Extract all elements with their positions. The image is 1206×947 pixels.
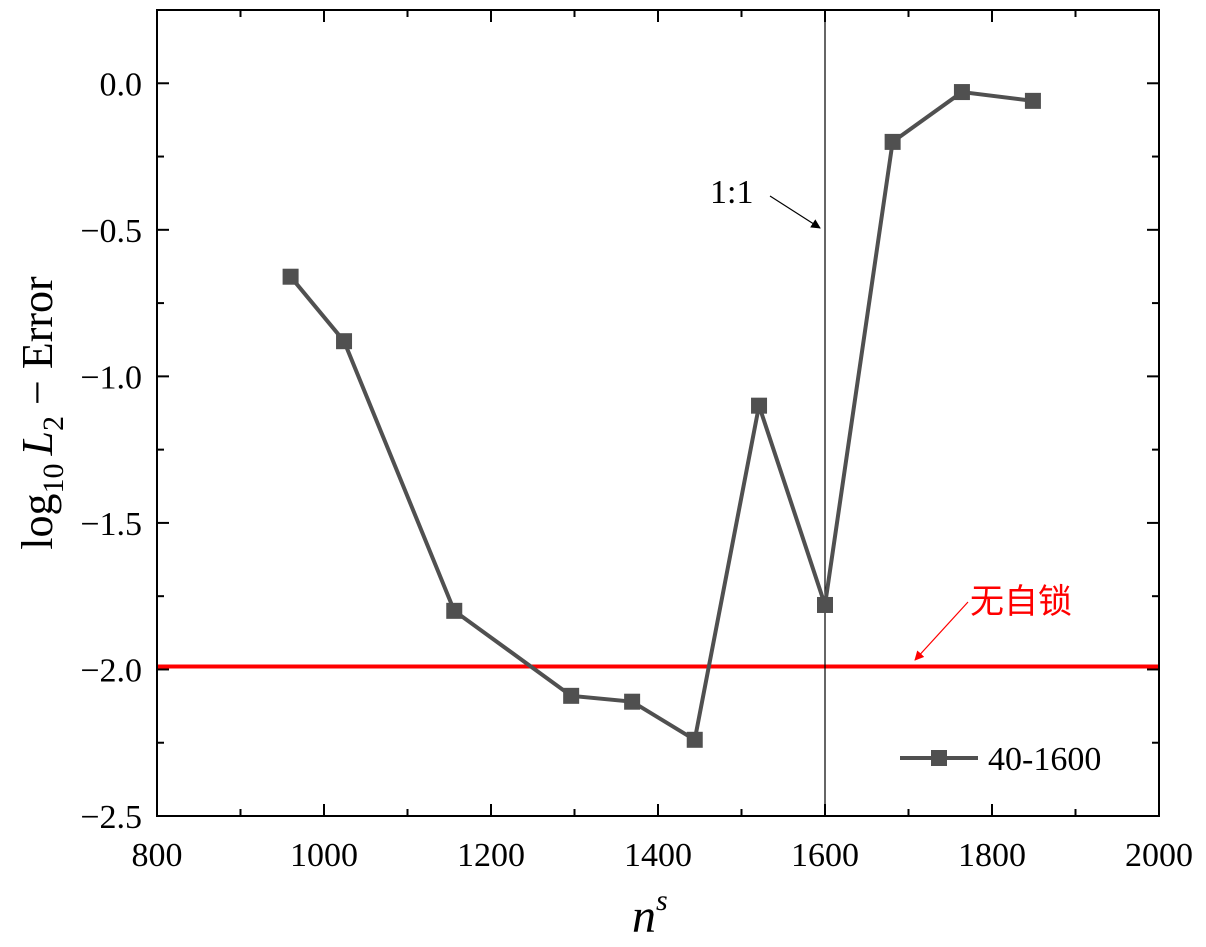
y-tick-label: −2.5	[80, 799, 142, 836]
y-tick-label: −0.5	[80, 213, 142, 250]
data-point	[624, 693, 641, 710]
y-tick-label: 0.0	[100, 66, 143, 103]
x-axis-title-sup: s	[656, 884, 668, 917]
y-tick-label: −1.5	[80, 506, 142, 543]
data-point	[686, 731, 703, 748]
data-point	[884, 133, 901, 150]
x-tick-labels: 800 1000 1200 1400 1600 1800 2000	[132, 837, 1194, 874]
data-point	[563, 687, 580, 704]
y-axis-title-rest: − Error	[13, 276, 62, 416]
data-point	[336, 333, 353, 350]
annotation-no-self-lock-arrow	[914, 601, 969, 661]
data-point	[1024, 92, 1041, 109]
x-tick-label: 1400	[624, 837, 692, 874]
y-tick-label: −1.0	[80, 359, 142, 396]
axis-ticks	[156, 9, 1160, 817]
plot-frame	[156, 9, 1160, 817]
y-axis-title-var-sub: 2	[37, 416, 70, 431]
x-tick-label: 1000	[290, 837, 358, 874]
x-tick-label: 1600	[791, 837, 859, 874]
y-axis-title-log-sub: 10	[37, 463, 70, 493]
series-layer	[282, 84, 1041, 748]
legend: 40-1600	[900, 741, 1101, 778]
annotation-1-1: 1:1	[710, 174, 753, 211]
series-line	[289, 89, 1034, 744]
y-axis-title: log10 L2 − Error	[13, 276, 70, 550]
x-tick-label: 800	[132, 837, 183, 874]
x-axis-title-base: n	[632, 890, 656, 943]
x-tick-label: 2000	[1125, 837, 1193, 874]
y-axis-title-var: L	[13, 431, 62, 456]
y-axis-title-log: log	[13, 493, 62, 549]
x-tick-label: 1800	[958, 837, 1026, 874]
legend-marker	[931, 750, 947, 766]
x-axis-title: ns	[632, 884, 668, 943]
legend-label: 40-1600	[988, 741, 1101, 778]
y-tick-label: −2.0	[80, 652, 142, 689]
data-point	[751, 397, 768, 414]
reference-lines	[157, 10, 1159, 816]
y-tick-labels: −2.5 −2.0 −1.5 −1.0 −0.5 0.0	[80, 66, 142, 836]
annotation-no-self-lock: 无自锁	[970, 583, 1072, 621]
annotation-1-1-arrow	[769, 195, 821, 229]
x-tick-label: 1200	[457, 837, 525, 874]
data-point	[282, 268, 299, 285]
data-point	[446, 602, 463, 619]
data-point	[817, 596, 833, 613]
data-point	[953, 84, 970, 101]
